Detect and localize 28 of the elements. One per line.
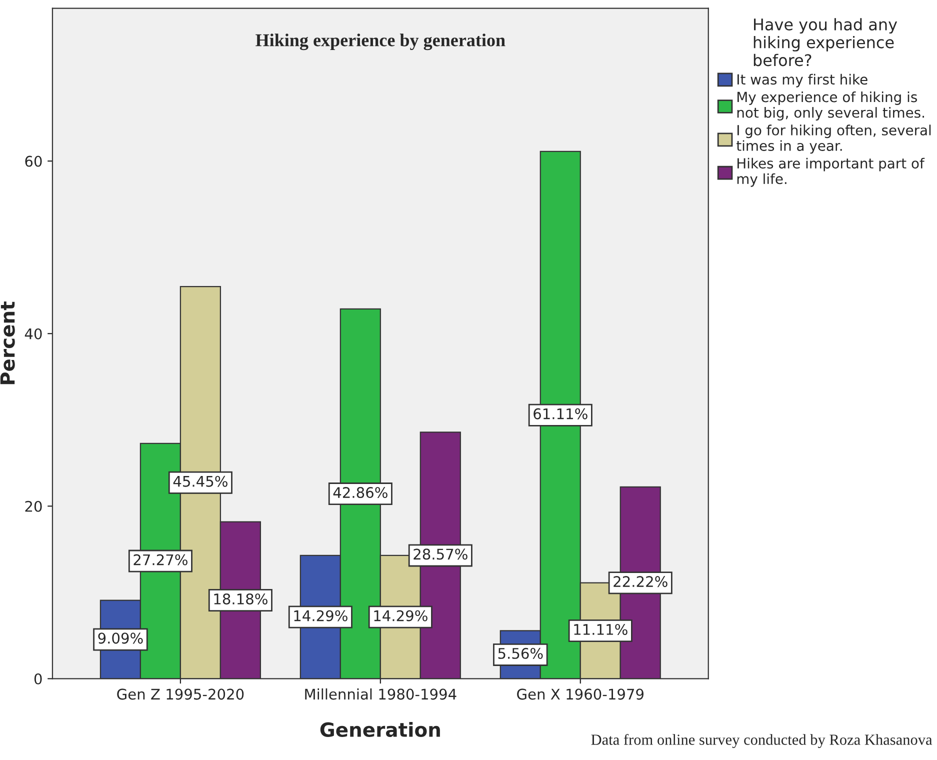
- legend-label: Hikes are important part of my life.: [737, 158, 925, 187]
- y-tick-label: 60: [25, 156, 42, 167]
- x-tick-label: Gen Z 1995-2020: [117, 688, 244, 700]
- y-tick-label: 0: [34, 673, 42, 684]
- x-tick-label: Millennial 1980-1994: [305, 688, 456, 700]
- legend-title: Have you had any hiking experience before?: [754, 18, 898, 66]
- data-label: 28.57%: [414, 548, 468, 560]
- data-label: 22.22%: [614, 576, 668, 588]
- x-tick-label: Gen X 1960-1979: [517, 688, 644, 700]
- legend-label: I go for hiking often, several times in a year.: [736, 124, 931, 154]
- data-label: 14.29%: [374, 610, 428, 622]
- data-label: 14.29%: [294, 610, 348, 622]
- y-tick-label: 20: [25, 500, 42, 512]
- y-tick-label: 40: [24, 328, 42, 340]
- data-label: 18.18%: [214, 593, 268, 604]
- legend-label: My experience of hiking is not big, only several times.: [737, 92, 924, 120]
- data-label: 27.27%: [134, 554, 188, 566]
- data-label: 11.11%: [574, 624, 628, 635]
- text: Data from online survey conducted by Roza Khasanova: [591, 734, 932, 748]
- text: Hiking experience by generation: [256, 34, 506, 50]
- data-label: 9.09%: [98, 632, 143, 644]
- data-label: 45.45%: [173, 476, 228, 487]
- data-label: 61.11%: [534, 408, 588, 420]
- legend-label: It was my first hike: [738, 74, 868, 88]
- data-label: 5.56%: [498, 648, 543, 659]
- data-label: 42.86%: [333, 487, 388, 498]
- x-axis-title: Generation: [320, 722, 440, 738]
- y-axis-title: Percent: [0, 302, 15, 384]
